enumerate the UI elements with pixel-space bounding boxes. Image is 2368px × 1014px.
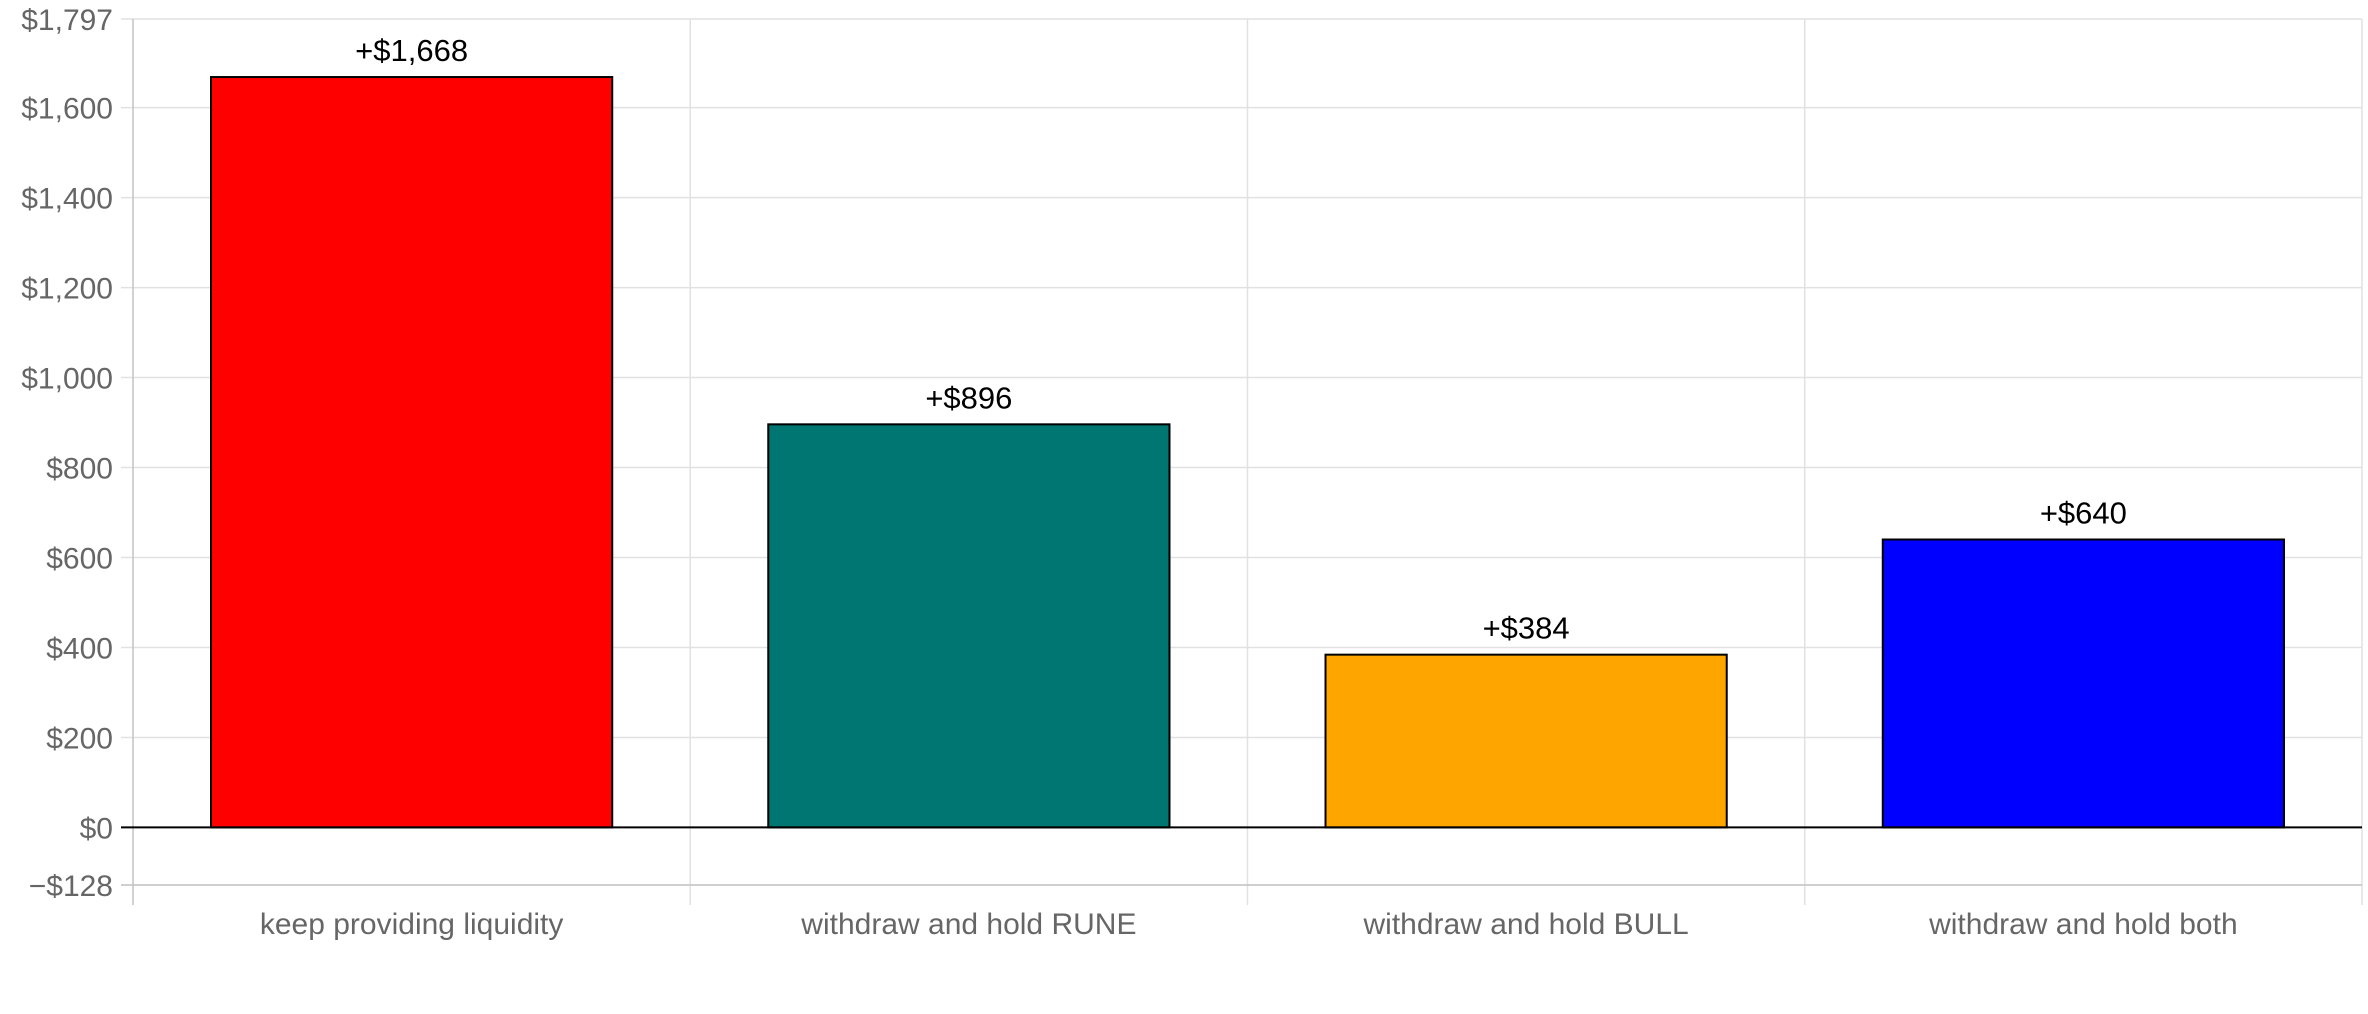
y-tick-label: $1,797 [21, 4, 113, 37]
bar [1881, 538, 2285, 829]
y-tick-label: $400 [46, 632, 113, 665]
bar [1324, 653, 1728, 829]
y-tick-label: $1,400 [21, 183, 113, 216]
bars [210, 76, 2285, 829]
axes [121, 826, 2362, 886]
x-category-label: withdraw and hold both [1928, 908, 2238, 941]
y-tick-label: $200 [46, 722, 113, 755]
x-axis-labels: keep providing liquidity withdraw and hol… [260, 908, 2238, 941]
y-tick-label: $0 [80, 812, 113, 845]
y-tick-label: $1,000 [21, 363, 113, 396]
y-tick-label: $600 [46, 542, 113, 575]
y-axis-ticks: −$128 $0 $200 $400 $600 $800 $1,000 $1,200 $1,40… [21, 4, 113, 903]
y-tick-label: $800 [46, 453, 113, 486]
bar-data-label: +$896 [925, 380, 1012, 415]
data-labels: +$1,668 +$896 +$384 +$640 [355, 33, 2127, 646]
x-category-label: keep providing liquidity [260, 908, 564, 941]
x-category-label: withdraw and hold BULL [1363, 908, 1689, 941]
y-tick-label: $1,600 [21, 93, 113, 126]
x-category-label: withdraw and hold RUNE [800, 908, 1136, 941]
bar-data-label: +$640 [2040, 495, 2127, 530]
y-tick-label: $1,200 [21, 273, 113, 306]
y-tick-label: −$128 [29, 870, 113, 903]
bar [767, 423, 1171, 829]
bar-data-label: +$1,668 [355, 33, 468, 68]
bar [210, 76, 614, 829]
bar-data-label: +$384 [1483, 611, 1570, 646]
